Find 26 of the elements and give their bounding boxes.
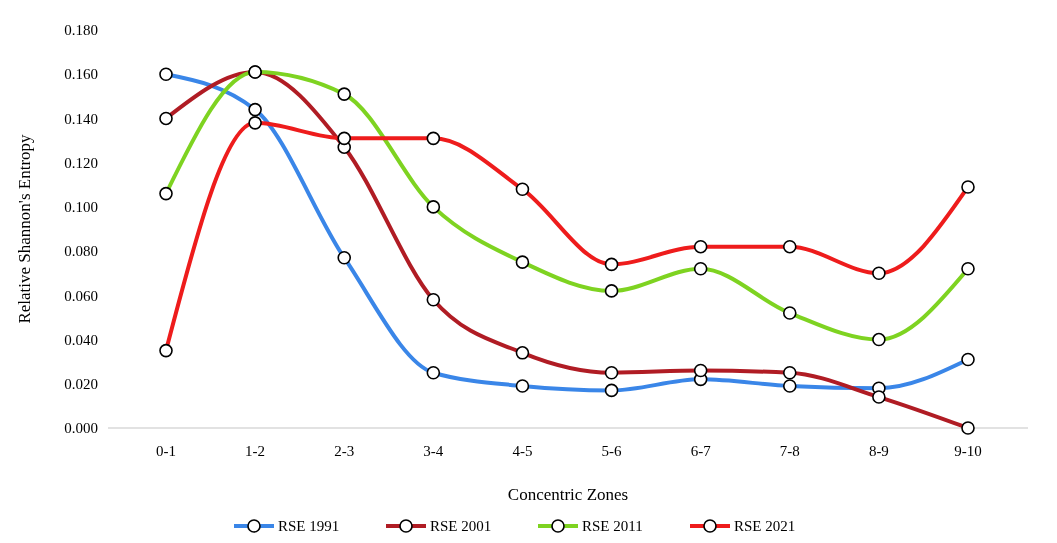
x-tick-label: 7-8 xyxy=(779,443,800,459)
y-tick-label: 0.180 xyxy=(64,22,98,39)
x-tick-label: 0-1 xyxy=(156,443,176,459)
y-tick-label: 0.160 xyxy=(64,66,98,83)
y-tick-label: 0.020 xyxy=(64,376,98,393)
legend-label: RSE 2021 xyxy=(734,518,796,535)
x-tick-label: 2-3 xyxy=(334,443,355,459)
legend-label: RSE 1991 xyxy=(278,518,340,535)
y-tick-label: 0.040 xyxy=(64,331,98,348)
y-tick-label: 0.140 xyxy=(64,110,98,127)
y-tick-label: 0.060 xyxy=(64,287,98,304)
y-tick-label: 0.000 xyxy=(64,420,98,437)
y-tick-label: 0.080 xyxy=(64,243,98,260)
x-tick-label: 1-2 xyxy=(245,443,266,459)
x-tick-label: 4-5 xyxy=(512,443,533,459)
x-tick-label: 8-9 xyxy=(868,443,889,459)
x-tick-label: 3-4 xyxy=(423,443,444,459)
y-tick-label: 0.100 xyxy=(64,199,98,216)
legend-label: RSE 2001 xyxy=(430,518,492,535)
x-tick-label: 6-7 xyxy=(690,443,712,459)
x-axis-title: Concentric Zones xyxy=(507,485,629,504)
legend-label: RSE 2011 xyxy=(582,518,643,535)
x-tick-label: 9-10 xyxy=(954,443,982,459)
x-tick-label: 5-6 xyxy=(601,443,623,459)
y-tick-label: 0.120 xyxy=(64,154,98,171)
y-axis-title: Relative Shannon's Entropy xyxy=(15,133,34,324)
